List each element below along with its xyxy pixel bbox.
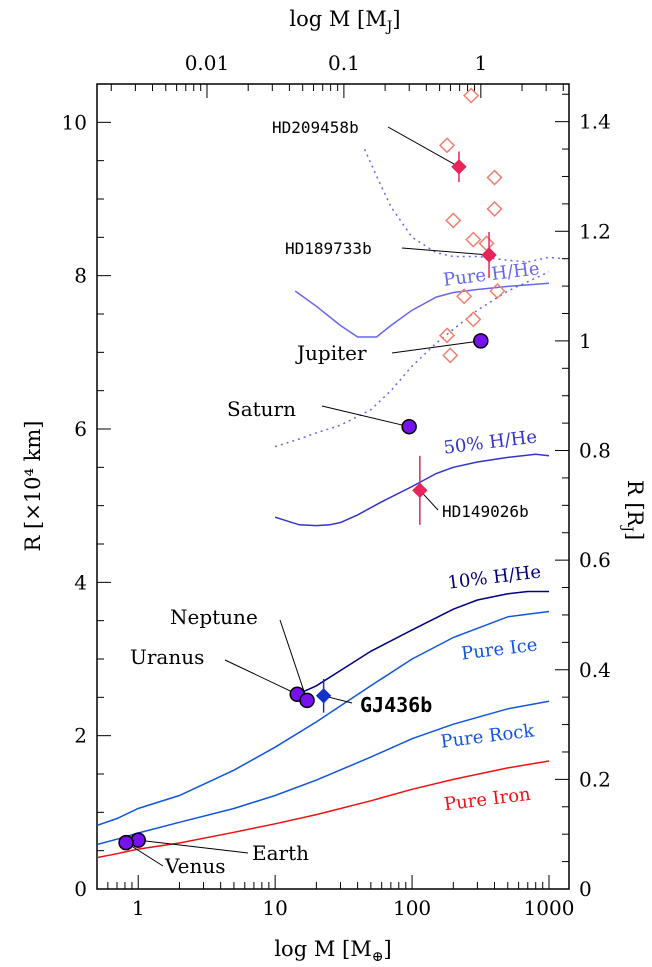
right-tick-label: 0	[579, 877, 592, 901]
right-axis-title: R [RJ]	[619, 480, 647, 540]
planet-point	[118, 834, 134, 851]
y-tick-label: 10	[62, 110, 87, 134]
curve-pure-iron	[96, 760, 550, 859]
right-tick-label: 0.2	[579, 767, 611, 791]
open-diamond-point	[445, 212, 462, 229]
open-diamond-point	[486, 200, 503, 218]
y-tick-label: 8	[74, 264, 87, 288]
right-tick-label: 0.8	[579, 439, 611, 463]
leader-line	[387, 126, 460, 168]
plot-frame	[96, 83, 570, 890]
planet-label: Neptune	[170, 605, 258, 629]
leader-line	[391, 340, 481, 354]
curve-pure-ice	[96, 610, 550, 827]
leader-line	[279, 619, 308, 701]
open-diamond-point	[463, 87, 480, 104]
planet-point	[401, 418, 417, 435]
top-tick-label: 0.1	[328, 51, 360, 75]
y-tick-label: 6	[74, 417, 87, 441]
top-axis-title: log M [MJ]	[289, 7, 400, 35]
model-curves	[96, 148, 565, 859]
planet-label: Jupiter	[295, 341, 367, 365]
top-tick-label: 0.01	[185, 51, 230, 75]
exoplanet-point	[481, 247, 497, 263]
curve-label: 50% H/He	[442, 426, 538, 458]
exoplanet-point	[315, 688, 332, 704]
x-tick-label: 100	[393, 896, 431, 920]
right-tick-label: 1.2	[579, 219, 611, 243]
curve-label: Pure Iron	[443, 784, 532, 815]
open-diamond-point	[489, 282, 506, 300]
planet-label: Saturn	[227, 397, 296, 421]
x-tick-label: 10	[262, 896, 287, 920]
open-diamond-point	[478, 235, 495, 252]
open-diamond-point	[442, 347, 459, 364]
exoplanet-point	[451, 159, 467, 175]
leader-line	[224, 659, 298, 695]
right-tick-label: 0.6	[579, 548, 611, 572]
leader-line	[401, 247, 490, 256]
top-tick-label: 1	[474, 51, 487, 75]
leader-line	[138, 839, 249, 854]
planet-label: Uranus	[130, 645, 204, 669]
right-tick-label: 1	[579, 329, 592, 353]
open-diamond-point	[438, 137, 456, 154]
open-diamond-point	[465, 231, 482, 248]
curve-label: Pure H/He	[442, 258, 541, 291]
open-diamond-point	[438, 327, 456, 344]
y-axis-title: R [×10⁴ km]	[21, 421, 45, 552]
exoplanet-label: HD149026b	[442, 502, 529, 521]
exoplanet-label: HD189733b	[285, 239, 372, 258]
exoplanet-label: GJ436b	[360, 693, 432, 717]
exoplanet-point	[412, 482, 428, 499]
exoplanet-label: HD209458b	[272, 118, 359, 137]
leader-lines	[125, 126, 490, 867]
planet-point	[299, 692, 315, 709]
y-tick-label: 2	[74, 724, 87, 748]
right-tick-label: 0.4	[579, 658, 611, 682]
planet-point	[473, 333, 489, 349]
curve-10-h-he	[290, 590, 549, 698]
x-axis-title-subscript: ⊕	[372, 949, 384, 965]
curve-label: Pure Ice	[460, 634, 539, 664]
open-diamond-point	[465, 311, 482, 328]
y-tick-label: 0	[74, 877, 87, 901]
top-axis-title-subscript: J	[385, 19, 393, 35]
curve-dotted-boundary	[363, 148, 565, 263]
planet-label: Venus	[164, 854, 225, 878]
x-tick-label: 1000	[524, 896, 575, 920]
curve-pure-h-he	[294, 282, 550, 338]
x-axis-title: log M [M⊕]	[274, 937, 391, 965]
leader-line	[321, 405, 410, 428]
right-tick-label: 1.4	[579, 110, 611, 134]
planet-label: Earth	[252, 841, 309, 865]
x-tick-label: 1	[132, 896, 145, 920]
y-tick-label: 4	[74, 570, 87, 594]
curve-50-h-he	[274, 453, 550, 527]
curve-label: 10% H/He	[446, 561, 542, 593]
data-markers	[118, 87, 506, 851]
axis-ticks	[96, 83, 569, 890]
open-diamond-point	[486, 169, 503, 186]
open-diamond-point	[456, 288, 473, 305]
curve-label: Pure Rock	[439, 720, 536, 752]
right-axis-title-subscript: J	[619, 524, 635, 532]
